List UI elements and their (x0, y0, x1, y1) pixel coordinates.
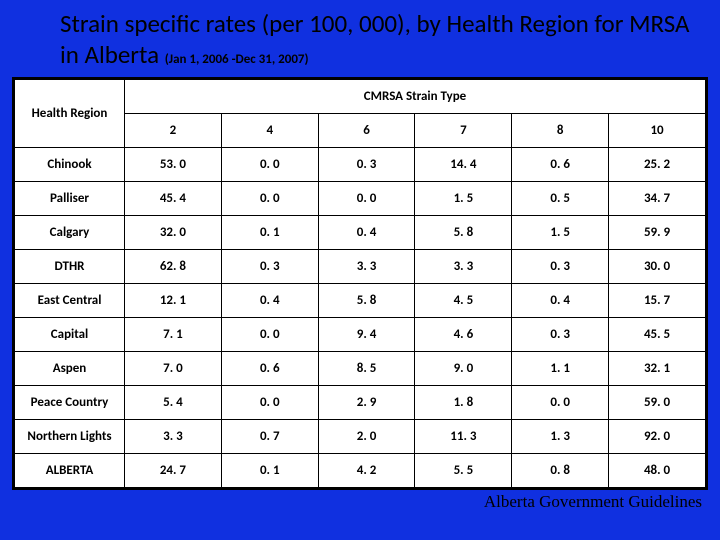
value-cell: 14. 4 (415, 147, 512, 181)
value-cell: 0. 5 (512, 181, 609, 215)
table-row: Northern Lights3. 30. 72. 011. 31. 392. … (15, 419, 706, 453)
region-cell: Aspen (15, 351, 125, 385)
value-cell: 4. 5 (415, 283, 512, 317)
value-cell: 5. 8 (318, 283, 415, 317)
value-cell: 11. 3 (415, 419, 512, 453)
value-cell: 45. 5 (609, 317, 706, 351)
value-cell: 0. 1 (221, 215, 318, 249)
value-cell: 53. 0 (125, 147, 222, 181)
table-row: Palliser45. 40. 00. 01. 50. 534. 7 (15, 181, 706, 215)
value-cell: 12. 1 (125, 283, 222, 317)
value-cell: 3. 3 (415, 249, 512, 283)
region-header: Health Region (15, 79, 125, 147)
table-row: Chinook53. 00. 00. 314. 40. 625. 2 (15, 147, 706, 181)
region-cell: Chinook (15, 147, 125, 181)
value-cell: 0. 6 (221, 351, 318, 385)
table-row: DTHR62. 80. 33. 33. 30. 330. 0 (15, 249, 706, 283)
value-cell: 0. 0 (221, 317, 318, 351)
value-cell: 0. 3 (512, 317, 609, 351)
slide-title: Strain specific rates (per 100, 000), by… (0, 0, 720, 73)
value-cell: 0. 8 (512, 453, 609, 487)
value-cell: 0. 3 (221, 249, 318, 283)
value-cell: 0. 0 (221, 181, 318, 215)
column-header: 7 (415, 113, 512, 147)
value-cell: 1. 1 (512, 351, 609, 385)
footer-text: Alberta Government Guidelines (0, 490, 720, 512)
table-header-row-1: Health Region CMRSA Strain Type (15, 79, 706, 113)
table-body: Chinook53. 00. 00. 314. 40. 625. 2Pallis… (15, 147, 706, 487)
value-cell: 7. 1 (125, 317, 222, 351)
value-cell: 0. 0 (221, 147, 318, 181)
value-cell: 0. 7 (221, 419, 318, 453)
region-cell: East Central (15, 283, 125, 317)
value-cell: 0. 4 (221, 283, 318, 317)
value-cell: 59. 0 (609, 385, 706, 419)
value-cell: 9. 0 (415, 351, 512, 385)
value-cell: 24. 7 (125, 453, 222, 487)
region-cell: DTHR (15, 249, 125, 283)
table-row: ALBERTA24. 70. 14. 25. 50. 848. 0 (15, 453, 706, 487)
title-main: Strain specific rates (per 100, 000), by… (60, 8, 689, 70)
region-cell: Peace Country (15, 385, 125, 419)
column-header: 2 (125, 113, 222, 147)
value-cell: 0. 4 (318, 215, 415, 249)
value-cell: 4. 2 (318, 453, 415, 487)
region-cell: Northern Lights (15, 419, 125, 453)
value-cell: 8. 5 (318, 351, 415, 385)
value-cell: 62. 8 (125, 249, 222, 283)
region-cell: Palliser (15, 181, 125, 215)
value-cell: 5. 8 (415, 215, 512, 249)
value-cell: 9. 4 (318, 317, 415, 351)
value-cell: 15. 7 (609, 283, 706, 317)
value-cell: 2. 0 (318, 419, 415, 453)
table-row: Peace Country5. 40. 02. 91. 80. 059. 0 (15, 385, 706, 419)
region-cell: Calgary (15, 215, 125, 249)
value-cell: 92. 0 (609, 419, 706, 453)
value-cell: 1. 8 (415, 385, 512, 419)
value-cell: 0. 6 (512, 147, 609, 181)
region-cell: ALBERTA (15, 453, 125, 487)
value-cell: 25. 2 (609, 147, 706, 181)
column-header: 4 (221, 113, 318, 147)
value-cell: 7. 0 (125, 351, 222, 385)
column-header: 6 (318, 113, 415, 147)
column-header: 10 (609, 113, 706, 147)
value-cell: 32. 1 (609, 351, 706, 385)
value-cell: 2. 9 (318, 385, 415, 419)
strain-header: CMRSA Strain Type (125, 79, 706, 113)
value-cell: 59. 9 (609, 215, 706, 249)
table-row: Capital7. 10. 09. 44. 60. 345. 5 (15, 317, 706, 351)
value-cell: 48. 0 (609, 453, 706, 487)
value-cell: 32. 0 (125, 215, 222, 249)
value-cell: 0. 4 (512, 283, 609, 317)
value-cell: 0. 0 (318, 181, 415, 215)
column-header: 8 (512, 113, 609, 147)
value-cell: 3. 3 (125, 419, 222, 453)
table-row: Calgary32. 00. 10. 45. 81. 559. 9 (15, 215, 706, 249)
value-cell: 0. 3 (318, 147, 415, 181)
region-cell: Capital (15, 317, 125, 351)
value-cell: 1. 5 (415, 181, 512, 215)
value-cell: 0. 0 (512, 385, 609, 419)
value-cell: 5. 5 (415, 453, 512, 487)
value-cell: 30. 0 (609, 249, 706, 283)
rates-table-container: Health Region CMRSA Strain Type 2467810 … (12, 77, 708, 490)
value-cell: 4. 6 (415, 317, 512, 351)
table-row: Aspen7. 00. 68. 59. 01. 132. 1 (15, 351, 706, 385)
value-cell: 34. 7 (609, 181, 706, 215)
value-cell: 0. 0 (221, 385, 318, 419)
value-cell: 3. 3 (318, 249, 415, 283)
table-row: East Central12. 10. 45. 84. 50. 415. 7 (15, 283, 706, 317)
value-cell: 0. 1 (221, 453, 318, 487)
title-sub: (Jan 1, 2006 -Dec 31, 2007) (165, 52, 309, 67)
value-cell: 0. 3 (512, 249, 609, 283)
rates-table: Health Region CMRSA Strain Type 2467810 … (14, 79, 706, 488)
value-cell: 45. 4 (125, 181, 222, 215)
value-cell: 1. 3 (512, 419, 609, 453)
value-cell: 1. 5 (512, 215, 609, 249)
value-cell: 5. 4 (125, 385, 222, 419)
